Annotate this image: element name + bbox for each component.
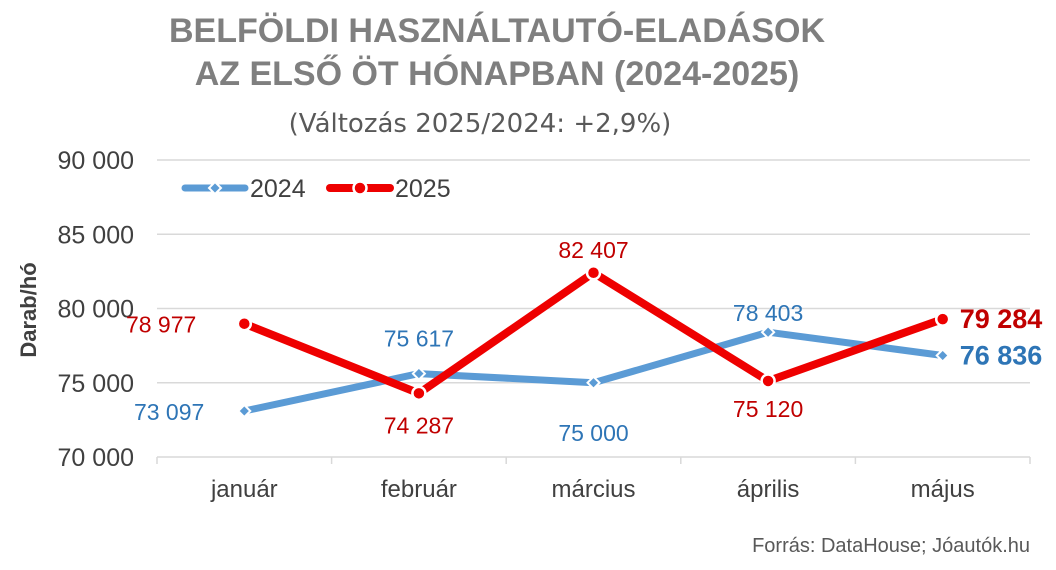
source-note: Forrás: DataHouse; Jóautók.hu	[752, 535, 1030, 557]
point-marker	[207, 180, 223, 196]
point-marker	[935, 348, 951, 363]
point-marker	[236, 403, 252, 419]
point-marker	[352, 180, 368, 196]
point-marker	[411, 366, 427, 382]
point-marker	[411, 385, 427, 402]
y-tick-label: 70 000	[58, 444, 134, 472]
data-label: 78 403	[733, 300, 803, 326]
series-lines	[236, 265, 951, 419]
point-marker	[760, 324, 776, 340]
point-marker	[934, 311, 951, 327]
x-tick-label: április	[737, 476, 800, 503]
point-marker	[585, 265, 602, 281]
data-label: 73 097	[134, 399, 204, 425]
chart-title-line-2: AZ ELSŐ ÖT HÓNAPBAN (2024-2025)	[195, 55, 800, 93]
legend-label-2025: 2025	[395, 175, 451, 203]
chart-title-line-1: BELFÖLDI HASZNÁLTAUTÓ-ELADÁSOK	[169, 12, 825, 50]
series-line-2025	[240, 268, 947, 398]
gridlines	[157, 159, 1030, 458]
x-tick-label: május	[911, 476, 975, 503]
legend: 2024 2025	[181, 175, 451, 203]
y-tick-label: 90 000	[58, 147, 134, 175]
data-label: 82 407	[558, 237, 628, 263]
data-labels: 73 097 75 617 75 000 78 403 76 836 78 977 74 2…	[126, 237, 1042, 446]
data-label: 75 120	[733, 396, 803, 422]
data-label: 75 000	[558, 420, 628, 446]
data-label: 78 977	[126, 312, 196, 338]
y-tick-label: 85 000	[58, 221, 134, 249]
x-tick-label: február	[381, 476, 457, 503]
y-axis-label: Darab/hó	[16, 262, 41, 357]
legend-label-2024: 2024	[250, 175, 306, 203]
data-label: 79 284	[960, 304, 1043, 334]
data-label: 74 287	[384, 412, 454, 438]
point-marker	[236, 315, 253, 332]
x-tick-label: március	[551, 476, 635, 503]
series-line-2024	[240, 328, 947, 415]
x-tick-label: január	[210, 476, 278, 503]
data-label: 76 836	[960, 340, 1043, 370]
chart-subtitle: (Változás 2025/2024: +2,9%)	[289, 109, 672, 139]
data-label: 75 617	[384, 326, 454, 352]
x-axis-ticks: január február március április május	[156, 457, 1031, 503]
y-tick-label: 75 000	[58, 370, 134, 398]
point-marker	[586, 375, 601, 391]
y-tick-label: 80 000	[58, 296, 134, 324]
point-marker	[760, 373, 776, 389]
y-axis-ticks: 70 000 75 000 80 000 85 000 90 000	[58, 147, 134, 472]
